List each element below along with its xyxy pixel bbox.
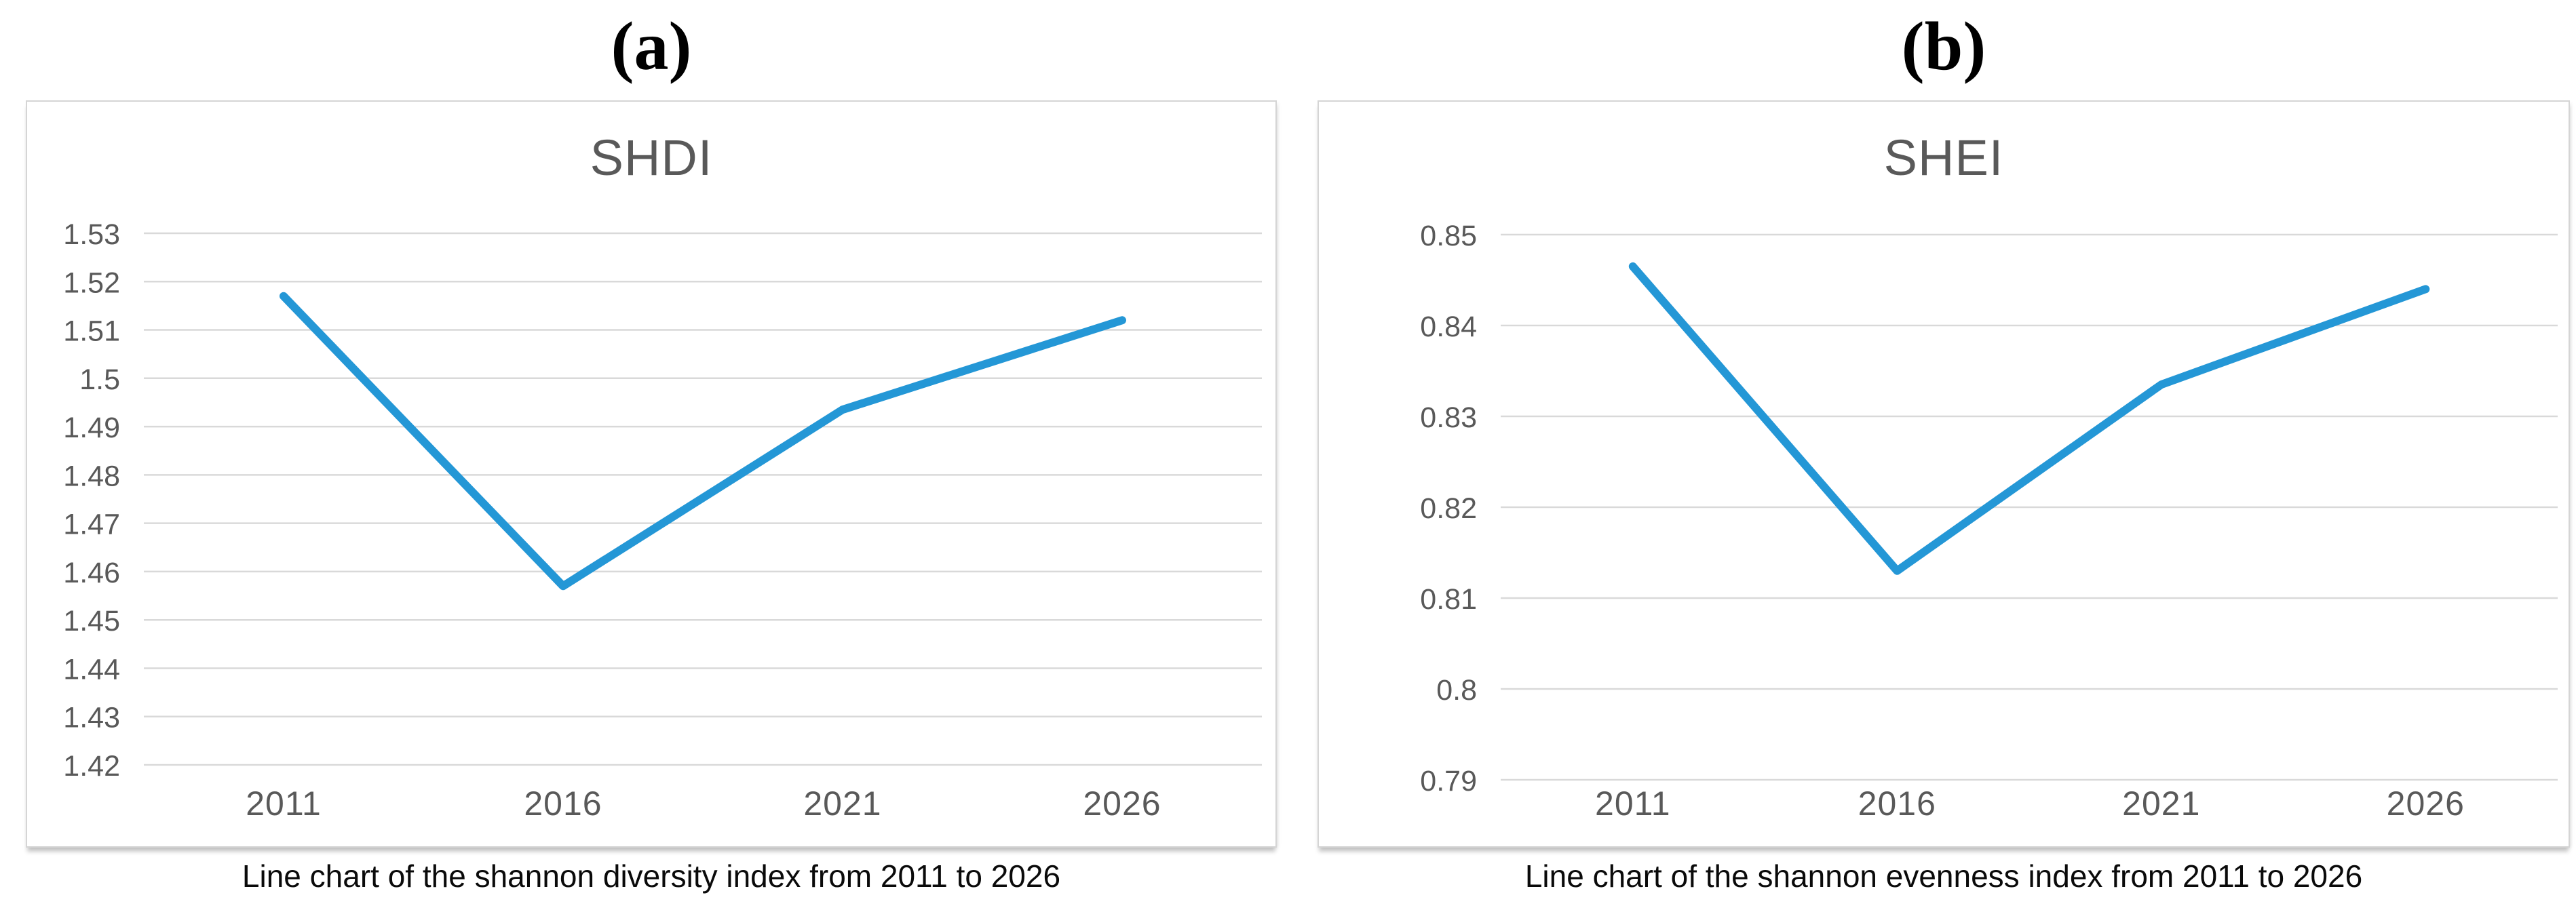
shdi-chart-title: SHDI bbox=[590, 130, 713, 186]
x-tick-label: 2021 bbox=[2122, 785, 2200, 823]
y-tick-label: 1.52 bbox=[63, 266, 120, 299]
y-tick-label: 1.49 bbox=[63, 412, 120, 444]
shei-caption: Line chart of the shannon evenness index… bbox=[1524, 858, 2363, 894]
shdi-line-chart: 1.53 1.52 1.51 1.5 1.49 1.48 1.47 1.46 1.45 1.44 1… bbox=[63, 218, 1262, 823]
shei-chart-title: SHEI bbox=[1883, 130, 2004, 186]
y-tick-label: 0.79 bbox=[1420, 765, 1477, 797]
y-tick-label: 0.84 bbox=[1420, 311, 1477, 343]
data-line-shdi bbox=[280, 292, 1126, 591]
y-tick-label: 1.46 bbox=[63, 557, 120, 589]
y-tick-label: 1.42 bbox=[63, 750, 120, 783]
x-tick-label: 2026 bbox=[1083, 785, 1161, 823]
y-tick-label: 1.51 bbox=[63, 315, 120, 348]
y-tick-label: 1.44 bbox=[63, 654, 120, 686]
x-tick-label: 2016 bbox=[1858, 785, 1936, 823]
shei-line-chart: 0.85 0.84 0.83 0.82 0.81 0.8 0.79 2011 2016 2021 2… bbox=[1420, 220, 2558, 823]
y-tick-label: 0.81 bbox=[1420, 583, 1477, 616]
x-tick-label: 2011 bbox=[1595, 785, 1671, 823]
y-tick-label: 1.47 bbox=[63, 509, 120, 541]
y-tick-label: 1.53 bbox=[63, 218, 120, 251]
shei-chart-box: 0.85 0.84 0.83 0.82 0.81 0.8 0.79 2011 2016 2021 2… bbox=[1318, 100, 2570, 848]
y-tick-label: 1.5 bbox=[79, 363, 120, 396]
y-tick-label: 0.85 bbox=[1420, 220, 1477, 252]
y-tick-label: 1.43 bbox=[63, 702, 120, 734]
x-tick-label: 2026 bbox=[2387, 785, 2465, 823]
x-tick-label: 2011 bbox=[246, 785, 322, 823]
y-tick-label: 0.82 bbox=[1420, 492, 1477, 525]
y-tick-label: 1.45 bbox=[63, 605, 120, 637]
x-tick-label: 2016 bbox=[524, 785, 602, 823]
shdi-chart-box: 1.53 1.52 1.51 1.5 1.49 1.48 1.47 1.46 1.45 1.44 1… bbox=[26, 100, 1277, 848]
y-tick-label: 0.83 bbox=[1420, 401, 1477, 434]
y-tick-label: 1.48 bbox=[63, 460, 120, 492]
x-tick-label: 2021 bbox=[803, 785, 881, 823]
y-tick-label: 0.8 bbox=[1436, 674, 1477, 707]
panel-label-a: (a) bbox=[611, 8, 692, 85]
data-line-shei bbox=[1628, 262, 2430, 575]
shdi-caption: Line chart of the shannon diversity inde… bbox=[242, 858, 1061, 894]
panel-label-b: (b) bbox=[1901, 8, 1986, 85]
